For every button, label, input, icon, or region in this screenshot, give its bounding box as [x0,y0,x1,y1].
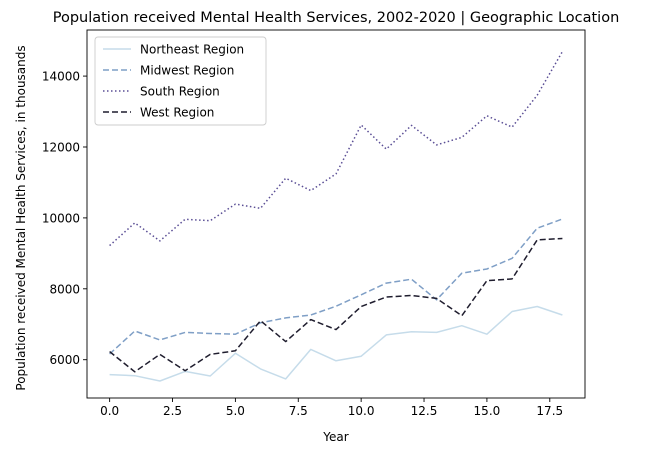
x-axis-label: Year [322,430,348,444]
y-tick-label: 12000 [42,140,80,154]
series-line-west-region [109,237,563,373]
y-tick-label: 8000 [49,282,80,296]
legend-label: West Region [140,106,214,120]
legend-label: Northeast Region [140,43,244,57]
chart-title: Population received Mental Health Servic… [53,10,620,26]
x-axis: 0.0 2.5 5.0 7.5 10.0 12.5 15.0 17.5 [100,398,563,418]
series-lines [109,51,564,382]
y-tick-label: 6000 [49,353,80,367]
series-line-midwest-region [109,218,563,355]
legend-box [94,36,267,126]
series-line-south-region [109,51,564,247]
x-tick-label: 10.0 [348,404,375,418]
x-tick-label: 7.5 [289,404,308,418]
x-tick-label: 0.0 [100,404,119,418]
legend-label: Midwest Region [140,64,234,78]
y-axis: 6000 8000 10000 12000 14000 [42,70,87,367]
legend-label: South Region [140,85,220,99]
x-tick-label: 5.0 [226,404,245,418]
plot-area [86,29,586,399]
legend: Northeast Region Midwest Region South Regi… [94,36,267,126]
plot-frame [86,29,586,399]
y-axis-label: Population received Mental Health Servic… [14,45,28,390]
x-tick-label: 12.5 [411,404,438,418]
y-tick-label: 14000 [42,70,80,84]
x-tick-label: 15.0 [474,404,501,418]
y-tick-label: 10000 [42,211,80,225]
x-tick-label: 17.5 [536,404,563,418]
series-line-northeast-region [109,305,563,382]
x-tick-label: 2.5 [163,404,182,418]
